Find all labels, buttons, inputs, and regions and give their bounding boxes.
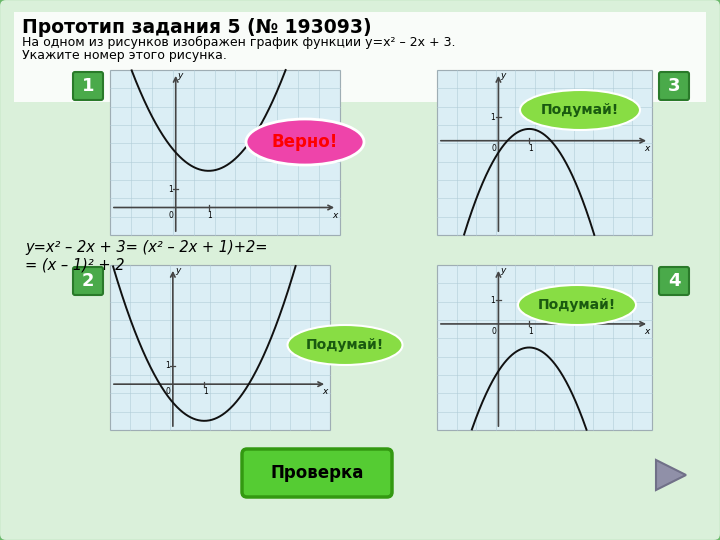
Text: y: y (175, 266, 180, 275)
Text: x: x (644, 144, 650, 153)
FancyBboxPatch shape (73, 267, 103, 295)
Text: 4: 4 (667, 272, 680, 290)
Text: Верно!: Верно! (272, 133, 338, 151)
Ellipse shape (287, 325, 402, 365)
Text: 1: 1 (528, 327, 533, 336)
Text: Проверка: Проверка (270, 464, 364, 482)
Text: 1: 1 (490, 296, 495, 305)
Text: x: x (644, 327, 650, 336)
Text: 1: 1 (165, 361, 170, 370)
Text: 1: 1 (207, 211, 212, 219)
Text: Подумай!: Подумай! (538, 298, 616, 312)
FancyBboxPatch shape (73, 72, 103, 100)
Text: 1: 1 (528, 144, 533, 153)
Text: На одном из рисунков изображен график функции y=x² – 2x + 3.: На одном из рисунков изображен график фу… (22, 36, 456, 49)
Text: 2: 2 (82, 272, 94, 290)
Text: Укажите номер этого рисунка.: Укажите номер этого рисунка. (22, 49, 227, 62)
FancyBboxPatch shape (659, 72, 689, 100)
Ellipse shape (518, 285, 636, 325)
Text: x: x (333, 211, 338, 219)
Text: 3: 3 (667, 77, 680, 95)
Text: 0: 0 (492, 327, 496, 336)
Text: 1: 1 (203, 387, 207, 396)
Text: Подумай!: Подумай! (306, 338, 384, 352)
Text: Подумай!: Подумай! (541, 103, 619, 117)
Text: 0: 0 (168, 211, 174, 219)
Text: 1: 1 (490, 113, 495, 122)
Ellipse shape (520, 90, 640, 130)
Text: y: y (178, 71, 183, 80)
Text: x: x (323, 387, 328, 396)
Text: 0: 0 (166, 387, 171, 396)
FancyBboxPatch shape (659, 267, 689, 295)
FancyBboxPatch shape (437, 70, 652, 235)
Text: y: y (500, 266, 506, 275)
Text: 0: 0 (492, 144, 496, 153)
FancyBboxPatch shape (14, 12, 706, 102)
FancyBboxPatch shape (110, 265, 330, 430)
FancyBboxPatch shape (110, 70, 340, 235)
Polygon shape (656, 460, 686, 490)
FancyBboxPatch shape (242, 449, 392, 497)
Text: = (x – 1)² + 2: = (x – 1)² + 2 (25, 257, 125, 272)
Ellipse shape (246, 119, 364, 165)
Text: y: y (500, 71, 506, 80)
Text: y=x² – 2x + 3= (x² – 2x + 1)+2=: y=x² – 2x + 3= (x² – 2x + 1)+2= (25, 240, 268, 255)
Text: 1: 1 (168, 185, 173, 194)
Text: 1: 1 (82, 77, 94, 95)
Text: Прототип задания 5 (№ 193093): Прототип задания 5 (№ 193093) (22, 18, 372, 37)
FancyBboxPatch shape (437, 265, 652, 430)
